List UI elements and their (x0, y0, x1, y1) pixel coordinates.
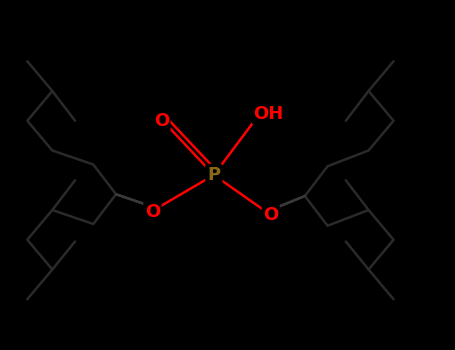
Text: O: O (154, 112, 169, 130)
Text: O: O (263, 206, 278, 224)
Text: P: P (207, 166, 220, 184)
Text: OH: OH (253, 105, 283, 123)
Text: O: O (145, 203, 160, 221)
